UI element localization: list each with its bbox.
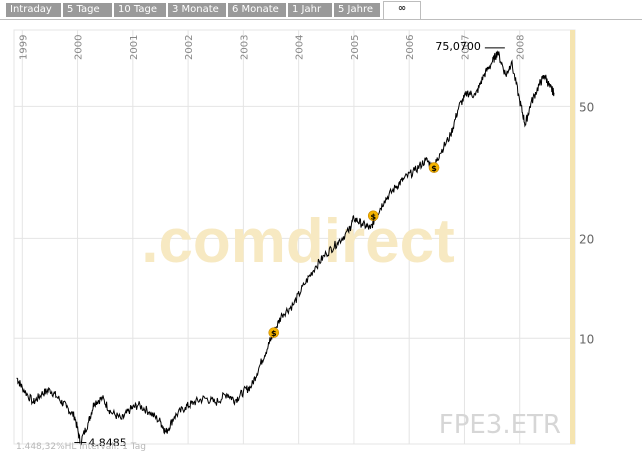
x-tick-label: 2008: [516, 35, 527, 60]
dividend-marker-glyph: $: [271, 329, 277, 338]
tab-divider: [0, 19, 642, 20]
tab-5-jahre[interactable]: 5 Jahre: [334, 3, 380, 17]
x-tick-label: 1999: [18, 35, 29, 60]
y-tick-label: 50: [579, 100, 594, 114]
x-tick-label: 2007: [460, 35, 471, 60]
x-tick-label: 2004: [295, 35, 306, 60]
x-tick-label: 2002: [184, 35, 195, 60]
tab-3-monate[interactable]: 3 Monate: [168, 3, 226, 17]
price-line: [16, 50, 555, 446]
dividend-marker: [367, 210, 379, 222]
x-tick-label: 2000: [74, 35, 85, 60]
dividend-marker-glyph: $: [370, 212, 376, 221]
x-axis-labels: 1999 2000 2001 2002 2003 2004 2005 2006 2007 2008: [18, 35, 526, 60]
dividend-markers: $ $ $: [268, 162, 440, 338]
symbol-label: FPE3.ETR: [439, 410, 561, 440]
high-label: 75,0700: [435, 40, 481, 53]
chart-grid: [13, 29, 576, 445]
y-axis-labels: 10 20 50: [579, 100, 594, 346]
dividend-marker: [428, 162, 440, 173]
dividend-marker: [268, 327, 280, 338]
tab-10-tage[interactable]: 10 Tage: [114, 3, 166, 17]
y-tick-label: 20: [579, 232, 594, 246]
x-tick-label: 2003: [239, 35, 250, 60]
low-label: 4,8485: [88, 437, 127, 446]
tab-max[interactable]: ∞: [383, 1, 421, 19]
tab-6-monate[interactable]: 6 Monate: [228, 3, 286, 17]
price-chart: .comdirect 1999 2000 2001 2002 2003 2004 2005 2…: [13, 29, 594, 446]
footer-info: 1.448,32%HL Intervall: 1 Tag: [16, 442, 146, 452]
x-tick-label: 2006: [405, 35, 416, 60]
tab-intraday[interactable]: Intraday: [6, 3, 61, 17]
x-tick-label: 2001: [129, 35, 140, 60]
tab-5-tage[interactable]: 5 Tage: [63, 3, 112, 17]
watermark-logo: .comdirect: [141, 207, 455, 276]
current-day-highlight: [570, 30, 575, 444]
y-tick-label: 10: [579, 332, 594, 346]
annotations: 75,0700 4,8485: [74, 40, 505, 446]
x-tick-label: 2005: [350, 35, 361, 60]
tab-1-jahr[interactable]: 1 Jahr: [288, 3, 332, 17]
dividend-marker-glyph: $: [431, 164, 437, 173]
